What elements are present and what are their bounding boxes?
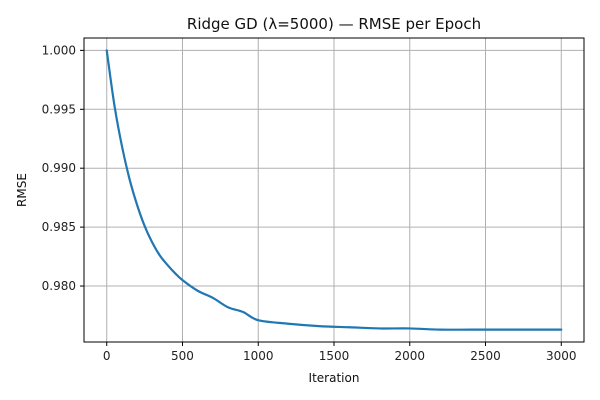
series-layer xyxy=(105,49,563,331)
x-axis-label: Iteration xyxy=(309,371,360,385)
grid-layer xyxy=(84,38,584,342)
x-tick-label: 2500 xyxy=(470,349,501,363)
x-tick-label: 2000 xyxy=(394,349,425,363)
x-tick-label: 1000 xyxy=(243,349,274,363)
y-tick-label: 1.000 xyxy=(42,43,76,57)
y-tick-label: 0.990 xyxy=(42,161,76,175)
y-tick-label: 0.980 xyxy=(42,279,76,293)
y-axis-label: RMSE xyxy=(15,173,29,207)
x-tick-label: 500 xyxy=(171,349,194,363)
x-tick-label: 3000 xyxy=(546,349,577,363)
ticks-layer: 0 500 1000 1500 2000 2500 3000 0.980 0.985 0.990 0… xyxy=(42,43,577,363)
x-tick-label: 1500 xyxy=(319,349,350,363)
x-tick-label: 0 xyxy=(103,349,111,363)
y-tick-label: 0.995 xyxy=(42,102,76,116)
y-tick-label: 0.985 xyxy=(42,220,76,234)
chart-title: Ridge GD (λ=5000) — RMSE per Epoch xyxy=(187,15,481,33)
rmse-series-line xyxy=(105,49,563,331)
